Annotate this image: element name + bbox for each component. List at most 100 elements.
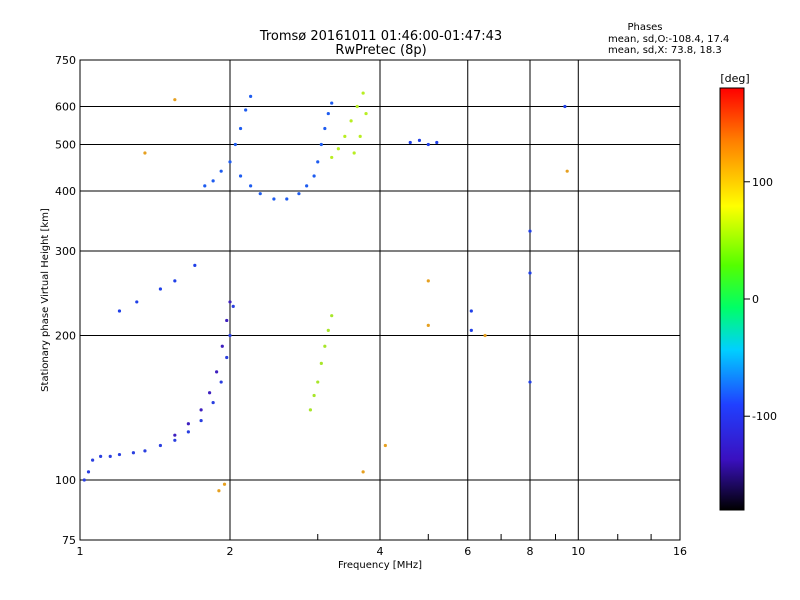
y-tick-label: 100: [55, 474, 76, 487]
data-point: [207, 391, 212, 395]
data-point: [483, 333, 487, 338]
x-tick-label: 8: [527, 545, 534, 558]
data-point: [312, 174, 316, 178]
data-point: [326, 328, 330, 332]
data-point: [225, 355, 229, 360]
data-point: [231, 304, 235, 309]
data-point: [203, 184, 207, 188]
data-point: [249, 94, 253, 98]
data-point: [312, 393, 316, 398]
phases-heading: Phases: [627, 22, 662, 33]
data-point: [186, 430, 190, 434]
chart-subtitle: RwPretec (8p): [335, 43, 426, 58]
x-axis-ticks: 1 2 4 6 8 10 16: [77, 534, 687, 558]
data-point: [361, 470, 365, 474]
data-point: [222, 482, 227, 486]
data-point: [238, 126, 243, 131]
data-point: [358, 134, 362, 138]
data-point: [258, 192, 262, 196]
data-point: [305, 184, 309, 188]
data-point: [249, 184, 253, 188]
data-point: [361, 91, 365, 95]
data-point: [319, 142, 323, 147]
data-point: [117, 452, 122, 457]
data-point: [426, 142, 430, 147]
data-point: [528, 380, 532, 384]
data-point: [323, 344, 327, 348]
data-point: [108, 454, 112, 459]
phases-o-stats: mean, sd,O:-108.4, 17.4: [608, 34, 729, 45]
colorbar-ticks: 100 0 -100: [744, 176, 777, 423]
data-point: [211, 400, 215, 405]
data-point: [417, 138, 422, 142]
data-point: [244, 108, 248, 112]
series-sparse-points: [143, 98, 569, 493]
data-point: [135, 300, 139, 304]
y-tick-label: 600: [55, 101, 76, 114]
y-tick-label: 500: [55, 139, 76, 152]
data-point: [426, 323, 430, 327]
data-point: [349, 119, 353, 123]
data-point: [211, 179, 215, 183]
x-tick-label: 6: [464, 545, 471, 558]
data-points: [82, 91, 569, 493]
colorbar: [719, 87, 745, 511]
y-tick-label: 400: [55, 185, 76, 198]
data-point: [117, 309, 122, 313]
data-point: [86, 470, 91, 474]
data-point: [158, 287, 163, 291]
data-point: [173, 279, 177, 283]
y-tick-label: 750: [55, 54, 76, 67]
data-point: [225, 318, 229, 323]
data-point: [355, 104, 359, 109]
data-point: [143, 151, 147, 155]
data-point: [219, 169, 223, 173]
data-point: [330, 155, 334, 160]
series-f2-o-trace: [203, 94, 334, 201]
data-point: [228, 333, 232, 338]
series-f2-x-trace: [330, 91, 368, 160]
data-point: [352, 151, 356, 155]
y-tick-label: 300: [55, 245, 76, 258]
data-point: [319, 361, 323, 365]
data-point: [272, 197, 276, 201]
data-point: [228, 300, 232, 304]
data-point: [199, 418, 203, 423]
data-point: [323, 126, 327, 131]
data-point: [408, 140, 412, 145]
series-o-trace-lower-layer: [82, 304, 235, 482]
data-point: [326, 111, 330, 116]
x-tick-label: 4: [377, 545, 384, 558]
x-tick-label: 16: [673, 545, 687, 558]
x-axis-label: Frequency [MHz]: [338, 560, 422, 571]
data-point: [435, 140, 439, 145]
data-point: [173, 433, 177, 437]
data-point: [297, 192, 301, 196]
data-point: [469, 309, 473, 313]
data-point: [82, 478, 86, 482]
x-tick-label: 10: [571, 545, 585, 558]
data-point: [308, 408, 313, 412]
data-point: [173, 438, 177, 442]
y-tick-label: 200: [55, 330, 76, 343]
x-tick-label: 1: [77, 545, 84, 558]
series-scattered-echoes: [117, 104, 567, 384]
data-point: [336, 147, 340, 151]
data-point: [131, 451, 136, 455]
data-point: [330, 314, 334, 318]
data-point: [238, 174, 243, 178]
data-point: [199, 408, 203, 412]
data-point: [330, 101, 334, 105]
data-point: [316, 380, 320, 384]
y-axis-ticks: 75 100 200 300 400 500 600 750: [55, 54, 76, 547]
series-o-trace-lower-layer-inner-: [173, 300, 232, 437]
data-point: [343, 134, 347, 138]
data-point: [173, 98, 177, 102]
data-point: [215, 370, 219, 374]
plot-area: 1 2 4 6 8 10 16 75 100 200 300 400 500 600 750: [55, 54, 687, 558]
data-point: [383, 443, 387, 448]
data-point: [158, 443, 163, 448]
y-tick-label: 75: [62, 534, 76, 547]
colorbar-tick-label: -100: [752, 410, 777, 423]
